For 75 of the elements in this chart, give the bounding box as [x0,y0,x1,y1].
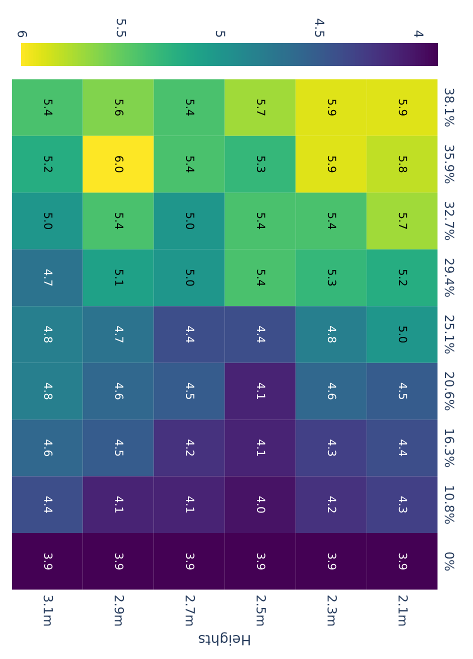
data-label: 5.6 [115,99,124,116]
data-label: 4.7 [115,326,124,342]
x-tick-label: 2.5m [256,596,266,626]
data-label: 5.8 [398,156,408,172]
data-label: 4.6 [44,440,52,456]
data-label: 5.7 [398,212,408,229]
data-label: 5.4 [186,156,194,172]
data-label: 5.0 [44,212,52,230]
data-label: 5.9 [398,99,408,116]
data-label: 3.9 [256,553,266,570]
data-label: 5.3 [328,270,336,286]
color-bar-label: 5 [216,30,226,37]
data-label: 4.8 [44,382,52,400]
data-label: 5.4 [186,99,194,116]
data-label: 5.4 [256,212,266,230]
data-label: 5.0 [186,270,194,286]
color-bar-label: 6 [18,30,28,38]
data-label: 4.5 [186,382,194,400]
data-label: 5.2 [44,156,52,172]
y-tick-label: 20.6% [444,372,454,410]
data-label: 4.8 [328,326,336,343]
data-label: 5.4 [44,99,52,116]
y-tick-label: 29.4% [444,258,454,297]
data-label: 5.0 [398,326,408,343]
data-label: 6.0 [115,156,124,172]
data-label: 5.3 [256,156,266,172]
data-label: 5.4 [256,270,266,286]
data-label: 4.0 [256,496,266,513]
data-label: 3.9 [115,553,124,570]
x-tick-label: 2.3m [327,596,337,626]
data-label: 4.4 [44,496,52,513]
data-label: 4.2 [186,440,194,456]
data-label: 5.0 [186,212,194,230]
data-label: 4.6 [115,382,124,400]
y-tick-label: 38.1% [444,88,454,127]
x-axis-title: Heights [198,632,250,646]
color-bar-label: 4 [414,30,424,38]
y-tick-label: 35.9% [444,145,454,184]
data-label: 5.9 [328,99,336,116]
data-label: 4.2 [328,496,336,512]
data-label: 5.4 [115,212,124,230]
x-tick-label: 2.7m [186,596,196,626]
data-label: 4.6 [328,382,336,400]
data-label: 4.3 [398,496,408,513]
data-label: 3.9 [186,553,194,570]
data-label: 4.1 [257,440,266,456]
x-tick-label: 2.9m [114,596,124,626]
data-label: 5.2 [398,270,408,286]
data-label: 4.5 [115,440,124,456]
color-bar-label: 4.5 [314,18,324,37]
data-label: 4.4 [398,440,408,456]
data-label: 5.9 [328,156,336,172]
x-tick-label: 3.1m [44,596,54,626]
x-tick-label: 2.1m [398,596,408,626]
y-tick-label: 25.1% [444,316,454,354]
data-label: 4.1 [186,496,194,512]
color-bar-label: 5.5 [116,19,126,37]
y-tick-label: 10.8% [444,486,454,524]
y-tick-label: 0% [444,552,454,571]
y-tick-label: 32.7% [444,202,454,240]
data-label: 4.3 [328,440,336,456]
data-label: 4.8 [44,326,52,343]
data-label: 5.4 [328,212,336,230]
data-label: 4.5 [398,382,408,400]
data-label: 4.4 [257,326,266,343]
data-label: 3.9 [44,553,52,570]
data-label: 5.7 [256,99,266,116]
data-label: 3.9 [398,553,408,570]
data-label: 4.7 [44,269,52,286]
data-label: 4.1 [257,382,266,399]
data-label: 4.1 [115,496,124,512]
y-tick-label: 16.3% [444,429,454,468]
data-label: 5.1 [115,270,124,286]
data-label: 3.9 [328,553,336,570]
data-label: 4.4 [186,326,194,343]
